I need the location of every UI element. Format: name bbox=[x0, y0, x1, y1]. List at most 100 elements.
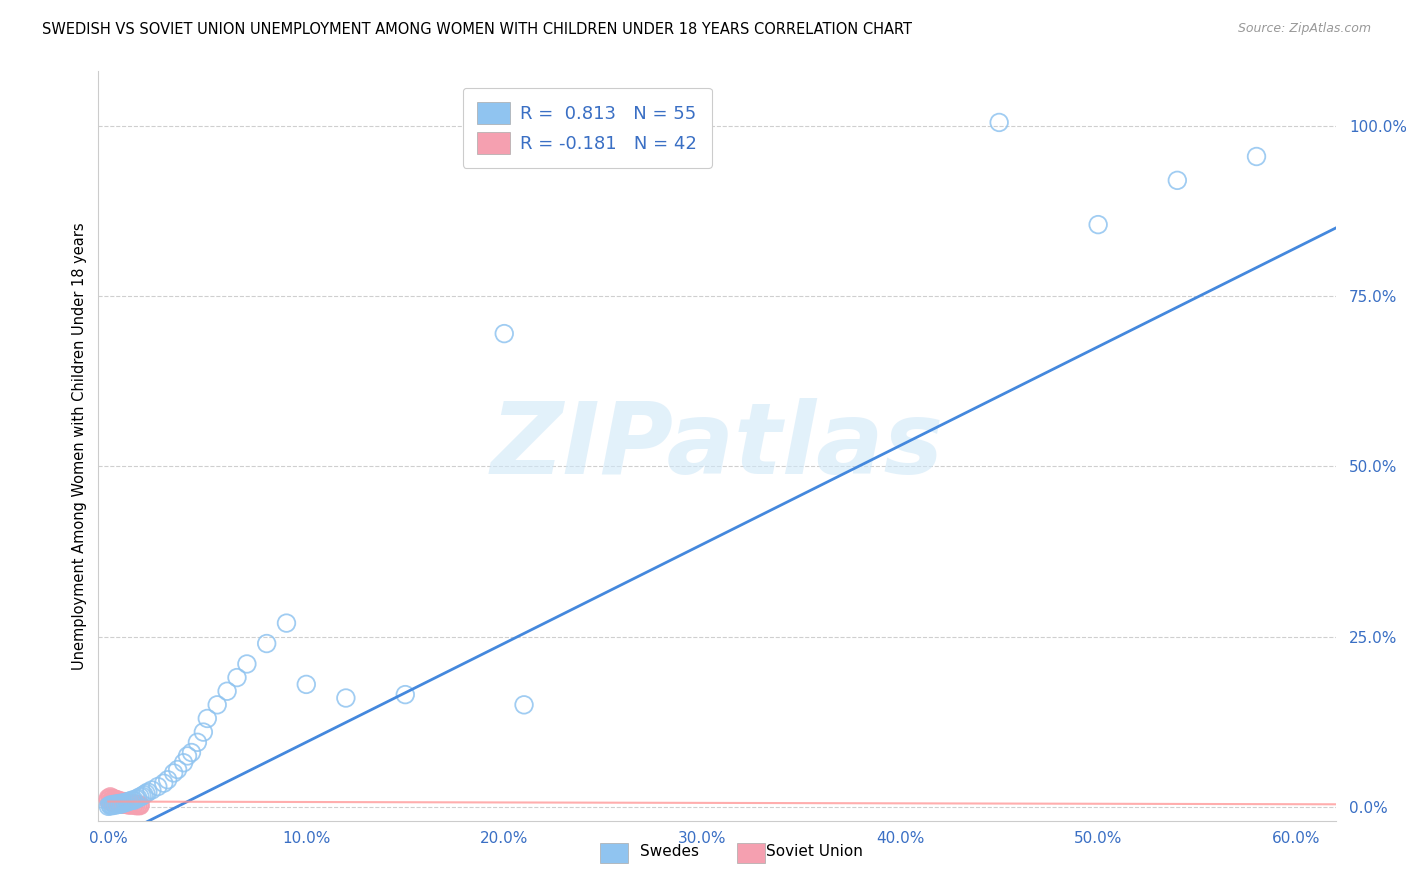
Point bbox=[276, 616, 298, 631]
Point bbox=[98, 797, 121, 812]
Point bbox=[193, 725, 215, 739]
Point bbox=[115, 796, 138, 810]
Point bbox=[103, 797, 125, 812]
Point bbox=[141, 783, 163, 797]
Point bbox=[103, 794, 125, 808]
Point bbox=[122, 793, 145, 807]
Point bbox=[129, 797, 152, 812]
Point bbox=[121, 793, 143, 807]
Point bbox=[101, 797, 124, 812]
Point bbox=[125, 797, 148, 812]
Text: ZIPatlas: ZIPatlas bbox=[491, 398, 943, 494]
Point bbox=[205, 698, 228, 712]
Point bbox=[394, 688, 416, 702]
Point bbox=[117, 795, 139, 809]
Point bbox=[101, 798, 124, 813]
Point bbox=[335, 691, 357, 706]
Point bbox=[112, 796, 135, 810]
Point bbox=[127, 797, 149, 812]
Point bbox=[156, 772, 179, 787]
Point bbox=[98, 792, 121, 806]
Point bbox=[122, 797, 145, 812]
Point bbox=[513, 698, 536, 712]
Point bbox=[180, 746, 202, 760]
Point bbox=[108, 795, 131, 809]
Point bbox=[217, 684, 239, 698]
Text: Source: ZipAtlas.com: Source: ZipAtlas.com bbox=[1237, 22, 1371, 36]
Point bbox=[98, 795, 121, 809]
Point bbox=[132, 788, 155, 802]
Point bbox=[103, 797, 125, 812]
Point bbox=[111, 795, 134, 809]
Point bbox=[146, 780, 169, 794]
Point bbox=[111, 796, 134, 810]
Point bbox=[494, 326, 516, 341]
Y-axis label: Unemployment Among Women with Children Under 18 years: Unemployment Among Women with Children U… bbox=[72, 222, 87, 670]
Point bbox=[136, 785, 159, 799]
Point bbox=[226, 671, 249, 685]
Point bbox=[1166, 173, 1188, 187]
Point bbox=[195, 711, 218, 725]
Point bbox=[107, 793, 129, 807]
Point bbox=[120, 797, 142, 811]
Point bbox=[112, 796, 135, 810]
Point bbox=[129, 798, 152, 813]
Point bbox=[173, 756, 195, 770]
Point bbox=[117, 797, 139, 812]
Point bbox=[112, 797, 135, 812]
Point bbox=[111, 797, 134, 811]
Point bbox=[98, 789, 121, 804]
Point bbox=[107, 797, 129, 812]
Point bbox=[256, 636, 278, 650]
Point bbox=[135, 786, 157, 800]
Point bbox=[97, 793, 120, 807]
Point bbox=[186, 735, 208, 749]
Point bbox=[107, 797, 129, 811]
Point bbox=[166, 763, 188, 777]
Point bbox=[152, 776, 174, 790]
Point bbox=[125, 792, 148, 806]
Point bbox=[101, 795, 124, 809]
Point bbox=[295, 677, 318, 691]
Point bbox=[120, 797, 142, 812]
Point bbox=[129, 789, 152, 804]
Point bbox=[108, 797, 131, 812]
Point bbox=[111, 796, 134, 810]
Point bbox=[176, 748, 198, 763]
Point bbox=[115, 797, 138, 812]
Point bbox=[103, 796, 125, 810]
Point bbox=[1246, 149, 1268, 163]
Point bbox=[107, 797, 129, 811]
Point bbox=[105, 795, 128, 809]
Point bbox=[97, 791, 120, 805]
Text: SWEDISH VS SOVIET UNION UNEMPLOYMENT AMONG WOMEN WITH CHILDREN UNDER 18 YEARS CO: SWEDISH VS SOVIET UNION UNEMPLOYMENT AMO… bbox=[42, 22, 912, 37]
Point bbox=[101, 793, 124, 807]
Point bbox=[105, 792, 128, 806]
Point bbox=[105, 797, 128, 812]
Point bbox=[988, 115, 1011, 129]
Point bbox=[103, 792, 125, 806]
Point bbox=[122, 797, 145, 812]
Point bbox=[101, 791, 124, 805]
Point bbox=[105, 796, 128, 810]
Point bbox=[105, 797, 128, 812]
Point bbox=[120, 794, 142, 808]
Point bbox=[236, 657, 259, 671]
Point bbox=[127, 798, 149, 813]
Point bbox=[121, 797, 143, 811]
Point bbox=[107, 795, 129, 809]
Point bbox=[108, 797, 131, 811]
Legend: R =  0.813   N = 55, R = -0.181   N = 42: R = 0.813 N = 55, R = -0.181 N = 42 bbox=[463, 88, 711, 168]
Point bbox=[98, 798, 121, 813]
Point bbox=[117, 797, 139, 811]
Point bbox=[121, 797, 143, 812]
Point bbox=[115, 795, 138, 809]
Point bbox=[127, 791, 149, 805]
Text: Soviet Union: Soviet Union bbox=[766, 845, 863, 859]
Point bbox=[1087, 218, 1109, 232]
Point bbox=[112, 795, 135, 809]
Point bbox=[131, 789, 153, 804]
Point bbox=[163, 766, 186, 780]
Point bbox=[97, 799, 120, 814]
Point bbox=[125, 798, 148, 813]
